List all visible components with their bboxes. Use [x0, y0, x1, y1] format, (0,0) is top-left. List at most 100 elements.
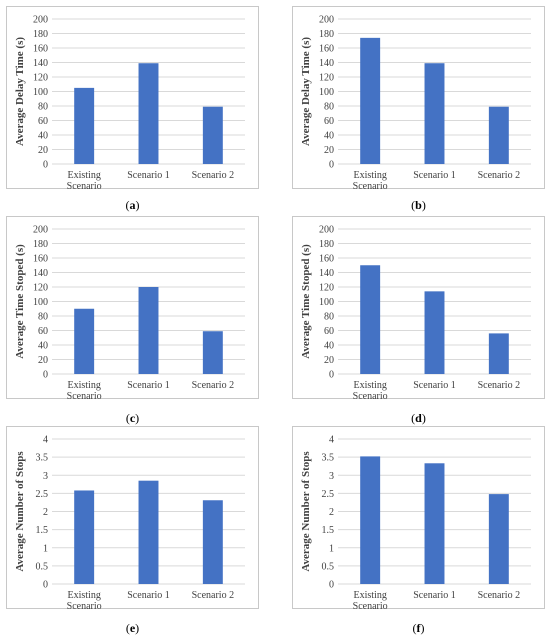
y-tick-label: 2 — [329, 507, 334, 518]
chart-panel-f: 0 0.5 1 1.5 2 2.5 3 3.5 4 Existing Scenario Scenari… — [292, 426, 545, 610]
y-tick-label: 40 — [324, 341, 334, 352]
x-tick-label: Existing Scenario — [353, 380, 388, 400]
x-tick-label: Scenario 2 — [478, 170, 521, 181]
x-tick-label: Existing Scenario — [353, 590, 388, 610]
y-tick-label: 40 — [38, 131, 48, 142]
y-tick-label: 60 — [324, 326, 334, 337]
chart-f-svg: 0 0.5 1 1.5 2 2.5 3 3.5 4 Existing Scenario Scenari… — [300, 435, 531, 610]
y-tick-label: 180 — [33, 29, 48, 40]
bar — [202, 500, 223, 584]
y-tick-label: 1 — [43, 543, 48, 554]
y-tick-label: 100 — [319, 297, 334, 308]
y-tick-label: 140 — [319, 268, 334, 279]
x-tick-label: Scenario 2 — [478, 380, 521, 391]
x-tick-label: Scenario 1 — [127, 380, 170, 391]
chart-d-svg: 0 20 40 60 80 100 120 140 160 180 200 Existing Scena… — [300, 225, 531, 400]
x-tick-label: Scenario 1 — [127, 590, 170, 601]
x-tick-label: Existing Scenario — [67, 380, 102, 400]
y-tick-label: 80 — [324, 312, 334, 323]
y-tick-label: 160 — [33, 44, 48, 55]
y-tick-label: 140 — [319, 58, 334, 69]
bar — [74, 87, 95, 164]
bar — [488, 333, 509, 374]
y-tick-label: 3 — [43, 471, 48, 482]
y-tick-label: 2.5 — [322, 489, 335, 500]
bar — [360, 456, 381, 584]
caption-c-letter: c — [129, 411, 136, 425]
y-tick-label: 120 — [319, 73, 334, 84]
chart-b-svg: 0 20 40 60 80 100 120 140 160 180 200 Existing Scena… — [300, 15, 531, 190]
bar — [360, 37, 381, 164]
bar — [74, 490, 95, 584]
y-tick-label: 3.5 — [322, 453, 335, 464]
caption-a: (a) — [125, 198, 140, 212]
bar — [138, 480, 159, 584]
y-tick-label: 2.5 — [36, 489, 49, 500]
y-tick-label: 100 — [33, 87, 48, 98]
chart-panel-c: 0 20 40 60 80 100 120 140 160 180 200 Existing Scena… — [6, 216, 259, 400]
x-tick-label: Scenario 1 — [413, 170, 456, 181]
y-tick-label: 0.5 — [322, 561, 335, 572]
y-tick-label: 160 — [319, 254, 334, 265]
caption-f: (f) — [412, 621, 425, 635]
y-tick-label: 120 — [33, 73, 48, 84]
y-tick-label: 20 — [38, 355, 48, 366]
y-axis-title: Average Time Stoped (s) — [300, 244, 312, 359]
y-tick-label: 1.5 — [36, 525, 49, 536]
y-tick-label: 0 — [329, 580, 334, 591]
bar — [202, 106, 223, 164]
x-tick-label: Existing Scenario — [67, 590, 102, 610]
y-tick-label: 40 — [324, 131, 334, 142]
y-tick-label: 3.5 — [36, 453, 49, 464]
caption-d: (d) — [411, 411, 426, 425]
y-tick-label: 200 — [33, 225, 48, 236]
y-axis-title: Average Time Stoped (s) — [14, 244, 26, 359]
x-tick-label: Scenario 2 — [192, 170, 235, 181]
y-tick-label: 200 — [319, 15, 334, 26]
y-tick-label: 160 — [319, 44, 334, 55]
bar — [360, 265, 381, 374]
y-tick-label: 120 — [33, 283, 48, 294]
bar — [424, 463, 445, 584]
x-tick-label: Existing Scenario — [353, 170, 388, 190]
y-tick-label: 3 — [329, 471, 334, 482]
y-tick-label: 20 — [324, 355, 334, 366]
y-tick-label: 2 — [43, 507, 48, 518]
y-tick-label: 60 — [324, 116, 334, 127]
x-tick-label: Scenario 2 — [478, 590, 521, 601]
y-axis-title: Average Number of Stops — [300, 451, 312, 572]
x-tick-label: Scenario 2 — [192, 380, 235, 391]
bar — [138, 287, 159, 374]
y-tick-label: 160 — [33, 254, 48, 265]
y-tick-label: 200 — [319, 225, 334, 236]
caption-e: (e) — [125, 621, 140, 635]
y-tick-label: 200 — [33, 15, 48, 26]
y-tick-label: 180 — [319, 29, 334, 40]
caption-d-letter: d — [415, 411, 422, 425]
y-tick-label: 0 — [43, 580, 48, 591]
y-tick-label: 4 — [329, 435, 334, 446]
y-tick-label: 180 — [33, 239, 48, 250]
chart-panel-d: 0 20 40 60 80 100 120 140 160 180 200 Existing Scena… — [292, 216, 545, 400]
bar — [488, 494, 509, 584]
y-tick-label: 120 — [319, 283, 334, 294]
y-tick-label: 80 — [38, 312, 48, 323]
y-tick-label: 180 — [319, 239, 334, 250]
y-tick-label: 80 — [324, 102, 334, 113]
y-tick-label: 0 — [43, 160, 48, 171]
x-tick-label: Scenario 1 — [127, 170, 170, 181]
chart-panel-a: 0 20 40 60 80 100 120 140 160 180 200 Existing Scena… — [6, 6, 259, 190]
x-tick-label: Scenario 2 — [192, 590, 235, 601]
bar — [424, 291, 445, 374]
y-tick-label: 20 — [324, 145, 334, 156]
bar — [202, 331, 223, 374]
caption-e-letter: e — [129, 621, 136, 635]
bar — [424, 63, 445, 164]
y-tick-label: 0 — [329, 160, 334, 171]
caption-c: (c) — [125, 411, 140, 425]
y-axis-title: Average Delay Time (s) — [300, 37, 312, 146]
chart-c-svg: 0 20 40 60 80 100 120 140 160 180 200 Existing Scena… — [14, 225, 245, 400]
bar — [74, 308, 95, 374]
y-tick-label: 20 — [38, 145, 48, 156]
y-tick-label: 140 — [33, 58, 48, 69]
